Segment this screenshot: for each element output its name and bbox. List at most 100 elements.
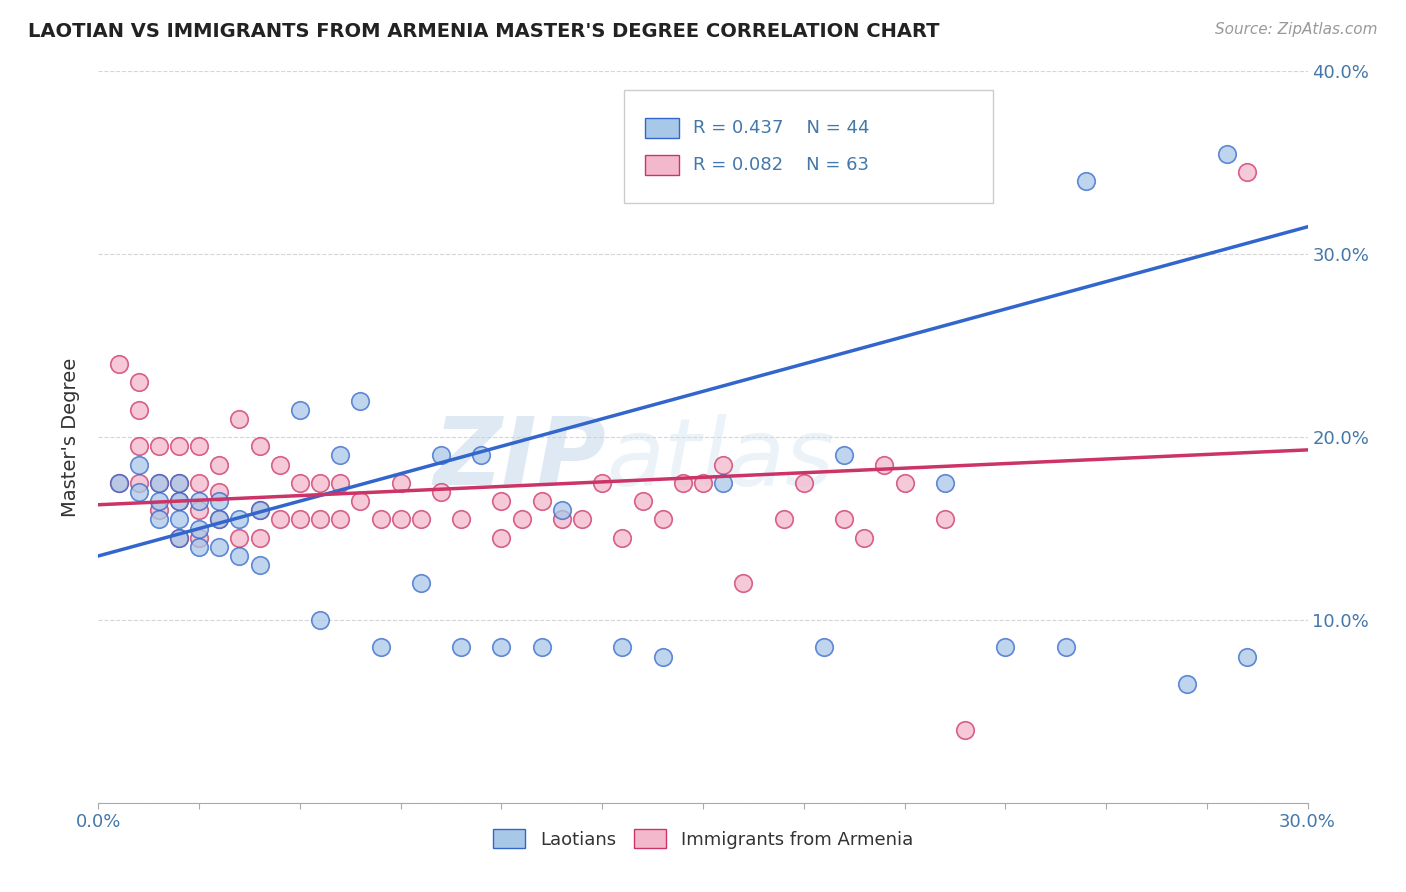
Point — [228, 512, 250, 526]
Point — [148, 512, 170, 526]
Text: Source: ZipAtlas.com: Source: ZipAtlas.com — [1215, 22, 1378, 37]
Point — [491, 640, 513, 655]
Point — [711, 475, 734, 490]
Point — [692, 475, 714, 490]
Point — [813, 640, 835, 655]
Point — [288, 475, 311, 490]
Point — [612, 640, 634, 655]
Bar — [645, 154, 679, 175]
Point — [551, 512, 574, 526]
Point — [188, 475, 211, 490]
Point — [853, 531, 876, 545]
Point — [530, 494, 553, 508]
Point — [329, 475, 352, 490]
Point — [430, 448, 453, 462]
Bar — [645, 118, 679, 138]
Point — [612, 531, 634, 545]
Point — [188, 494, 211, 508]
Point — [107, 357, 129, 371]
Point — [591, 475, 613, 490]
Point — [128, 485, 150, 500]
Point — [994, 640, 1017, 655]
Point — [711, 458, 734, 472]
Point — [953, 723, 976, 737]
Point — [167, 439, 190, 453]
Point — [208, 485, 231, 500]
Point — [167, 531, 190, 545]
Text: atlas: atlas — [606, 414, 835, 505]
Point — [370, 512, 392, 526]
Point — [148, 503, 170, 517]
Point — [208, 540, 231, 554]
Point — [1216, 146, 1239, 161]
FancyBboxPatch shape — [624, 90, 993, 203]
Point — [128, 375, 150, 389]
Point — [208, 458, 231, 472]
Point — [107, 475, 129, 490]
Text: ZIP: ZIP — [433, 413, 606, 505]
Point — [510, 512, 533, 526]
Point — [269, 512, 291, 526]
Point — [349, 494, 371, 508]
Point — [470, 448, 492, 462]
Point — [450, 512, 472, 526]
Point — [148, 494, 170, 508]
Point — [409, 576, 432, 591]
Point — [309, 512, 332, 526]
Text: R = 0.437    N = 44: R = 0.437 N = 44 — [693, 119, 870, 136]
Point — [228, 549, 250, 563]
Point — [349, 393, 371, 408]
Point — [1054, 640, 1077, 655]
Point — [733, 576, 755, 591]
Point — [188, 531, 211, 545]
Point — [832, 512, 855, 526]
Point — [672, 475, 695, 490]
Legend: Laotians, Immigrants from Armenia: Laotians, Immigrants from Armenia — [485, 822, 921, 856]
Point — [128, 458, 150, 472]
Point — [188, 439, 211, 453]
Point — [188, 503, 211, 517]
Point — [148, 475, 170, 490]
Point — [329, 448, 352, 462]
Point — [389, 512, 412, 526]
Point — [208, 512, 231, 526]
Point — [188, 540, 211, 554]
Point — [249, 503, 271, 517]
Point — [934, 475, 956, 490]
Point — [128, 439, 150, 453]
Point — [631, 494, 654, 508]
Point — [148, 439, 170, 453]
Point — [208, 512, 231, 526]
Point — [651, 512, 673, 526]
Point — [249, 558, 271, 573]
Point — [1074, 174, 1097, 188]
Point — [228, 531, 250, 545]
Point — [128, 402, 150, 417]
Point — [309, 613, 332, 627]
Point — [249, 531, 271, 545]
Text: R = 0.082    N = 63: R = 0.082 N = 63 — [693, 156, 869, 174]
Point — [571, 512, 593, 526]
Point — [167, 531, 190, 545]
Point — [793, 475, 815, 490]
Point — [167, 475, 190, 490]
Point — [288, 402, 311, 417]
Point — [228, 412, 250, 426]
Point — [450, 640, 472, 655]
Point — [873, 458, 896, 472]
Point — [309, 475, 332, 490]
Point — [893, 475, 915, 490]
Point — [249, 439, 271, 453]
Point — [491, 531, 513, 545]
Point — [269, 458, 291, 472]
Point — [772, 512, 794, 526]
Point — [167, 494, 190, 508]
Point — [934, 512, 956, 526]
Point — [1236, 649, 1258, 664]
Point — [491, 494, 513, 508]
Point — [389, 475, 412, 490]
Point — [832, 448, 855, 462]
Point — [551, 503, 574, 517]
Y-axis label: Master's Degree: Master's Degree — [60, 358, 80, 516]
Point — [167, 512, 190, 526]
